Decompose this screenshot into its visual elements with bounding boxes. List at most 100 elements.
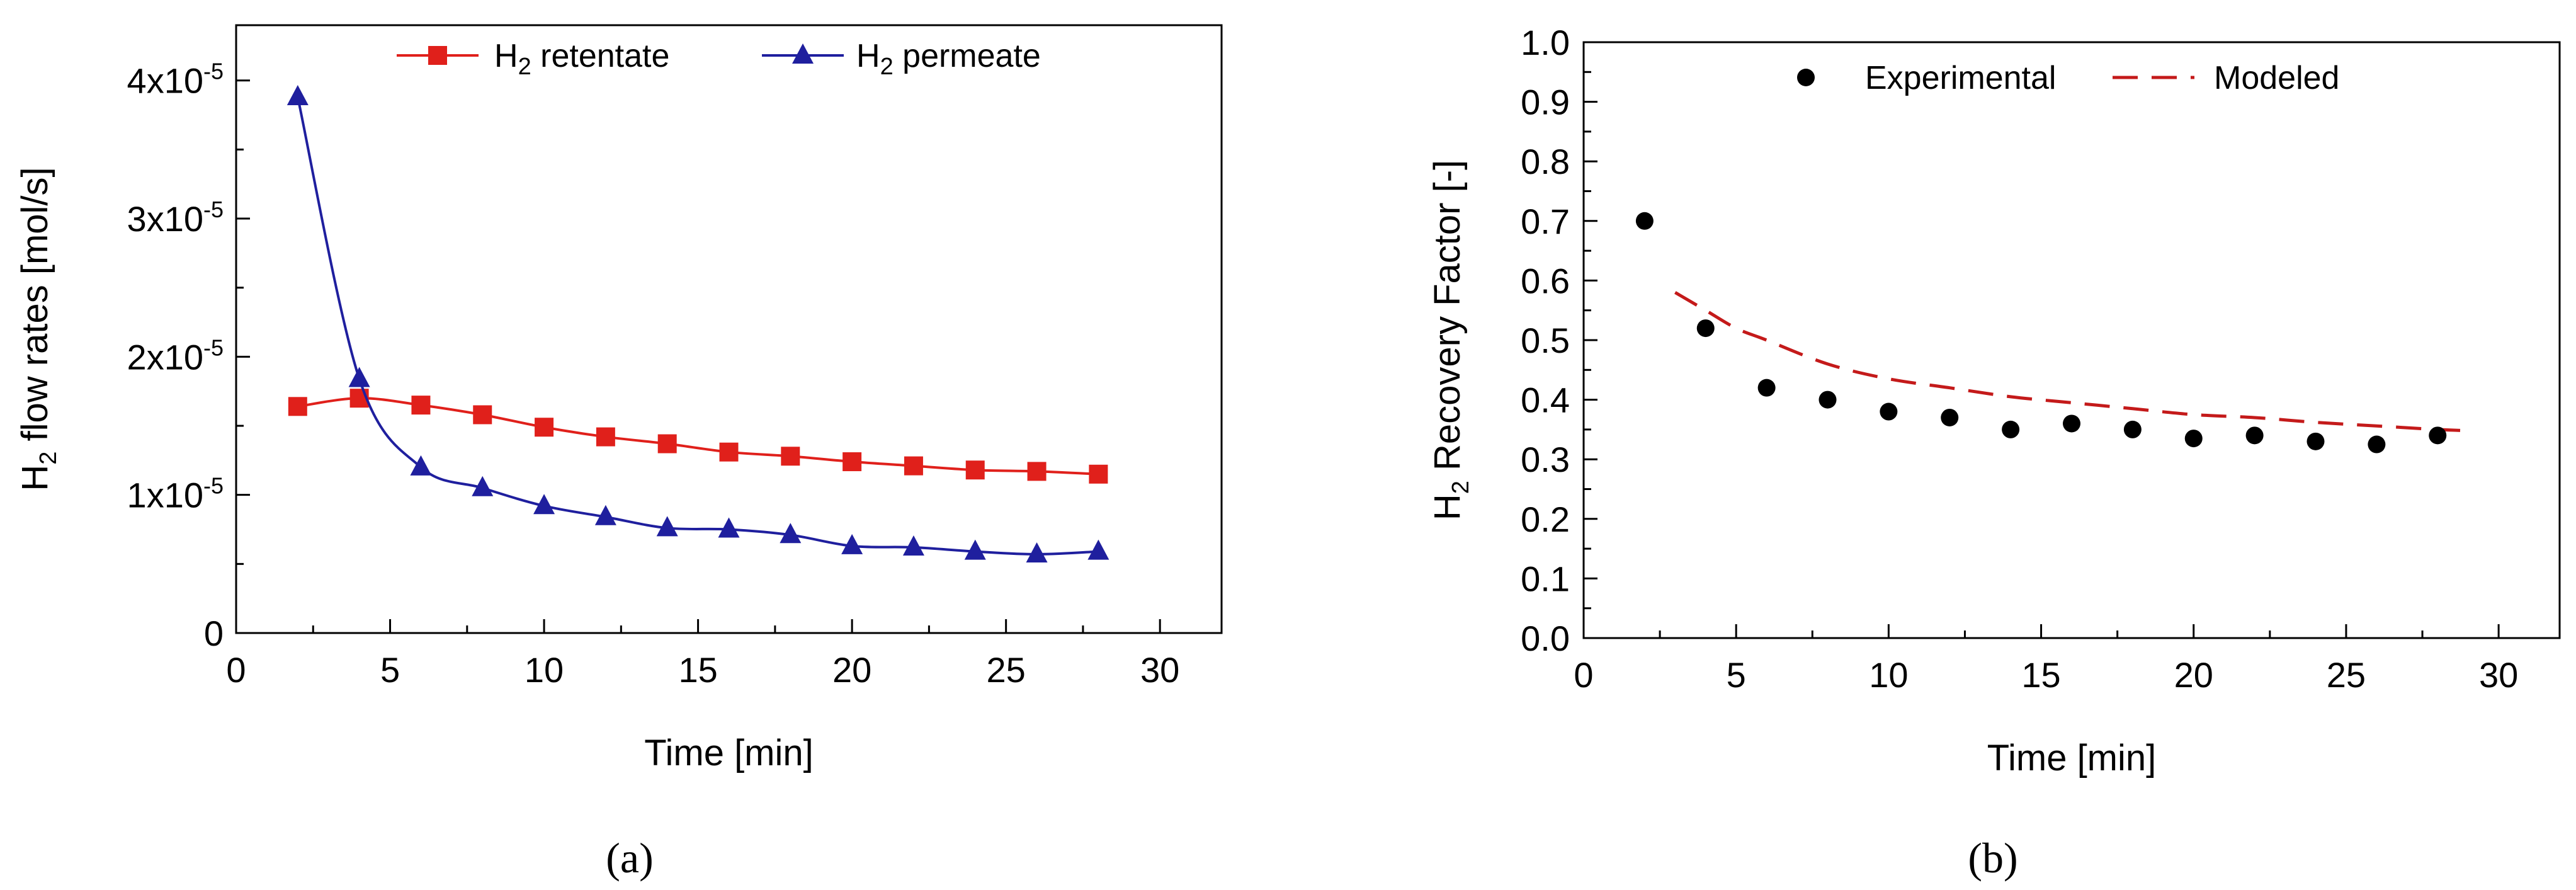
legend-marker-experimental bbox=[1797, 69, 1815, 86]
data-point-retentate bbox=[657, 434, 677, 454]
data-point-retentate bbox=[411, 396, 431, 415]
y-tick-label: 0.0 bbox=[1521, 619, 1570, 658]
panel-b-chart: 0 5 10 15 20 25 30 0.0 0.1 0.2 0.3 0.4 0.5 0.6 0.7 0.8 0… bbox=[1427, 23, 2561, 882]
legend-marker-permeate bbox=[792, 43, 814, 64]
x-tick-label: 20 bbox=[2174, 655, 2213, 695]
data-point-experimental bbox=[2002, 420, 2020, 438]
legend-label-experimental: Experimental bbox=[1865, 60, 2056, 96]
series-line-permeate bbox=[296, 96, 1099, 556]
data-point-permeate bbox=[718, 517, 740, 538]
plot-frame bbox=[1582, 41, 2561, 639]
y-tick-mantissa: 2x10 bbox=[127, 337, 203, 377]
y-tick-label: 0.5 bbox=[1521, 321, 1570, 360]
data-point-permeate bbox=[964, 539, 986, 560]
x-axis-title: Time [min] bbox=[1987, 738, 2157, 779]
x-tick-label: 10 bbox=[1869, 655, 1908, 695]
data-point-experimental bbox=[2063, 414, 2080, 433]
data-point-permeate bbox=[780, 523, 802, 544]
data-point-experimental bbox=[1635, 212, 1654, 230]
data-point-permeate bbox=[656, 516, 678, 537]
y-tick-label: 0.7 bbox=[1521, 202, 1570, 241]
x-tick-label: 20 bbox=[832, 650, 871, 690]
legend-label-prefix: H bbox=[494, 38, 518, 74]
x-tick-label: 15 bbox=[678, 650, 717, 690]
data-point-permeate bbox=[533, 494, 555, 515]
y-tick-label: 3x10-5 bbox=[127, 197, 224, 239]
data-point-retentate bbox=[535, 418, 554, 437]
x-axis-title: Time [min] bbox=[644, 733, 814, 773]
legend-label-subscript: 2 bbox=[880, 54, 894, 80]
x-tick-label: 30 bbox=[2479, 655, 2518, 695]
y-tick-label: 2x10-5 bbox=[127, 334, 224, 377]
data-point-retentate bbox=[1089, 464, 1108, 484]
x-tick-label: 0 bbox=[1574, 655, 1593, 695]
data-point-retentate bbox=[473, 405, 492, 425]
data-point-experimental bbox=[1819, 391, 1837, 409]
y-axis-title-main: flow rates [mol/s] bbox=[14, 167, 55, 451]
y-tick-exponent: -5 bbox=[203, 197, 224, 222]
data-point-experimental bbox=[2429, 426, 2447, 445]
y-tick-exponent: -5 bbox=[203, 473, 224, 499]
y-tick-label: 0.2 bbox=[1521, 499, 1570, 539]
legend-label-subscript: 2 bbox=[518, 54, 531, 80]
data-point-experimental bbox=[2368, 435, 2386, 454]
x-tick-label: 5 bbox=[380, 650, 400, 690]
data-point-experimental bbox=[2184, 430, 2203, 448]
y-tick-exponent: -5 bbox=[203, 59, 224, 84]
plot-frame bbox=[235, 24, 1223, 634]
legend-label-modeled: Modeled bbox=[2214, 60, 2339, 96]
legend-marker-retentate bbox=[428, 46, 447, 65]
data-point-retentate bbox=[904, 456, 923, 476]
x-tick-label: 30 bbox=[1140, 650, 1179, 690]
data-point-permeate bbox=[348, 367, 370, 387]
data-point-retentate bbox=[719, 442, 739, 462]
legend-label-retentate: H2 retentate bbox=[494, 38, 669, 80]
panel-a-chart: 0 5 10 15 20 25 3001x10-52x10-53x10-54x10-5Tim… bbox=[14, 24, 1223, 882]
data-point-experimental bbox=[1757, 379, 1776, 397]
data-point-experimental bbox=[2123, 420, 2142, 438]
y-tick-label: 1.0 bbox=[1521, 23, 1570, 62]
panel-label-b: (b) bbox=[1968, 834, 2017, 882]
y-tick-label: 4x10-5 bbox=[127, 59, 224, 101]
y-axis-title: H2 flow rates [mol/s] bbox=[14, 167, 62, 491]
y-tick-label: 0 bbox=[204, 613, 224, 653]
data-point-experimental bbox=[1696, 319, 1715, 338]
y-axis-title: H2 Recovery Factor [-] bbox=[1427, 160, 1474, 520]
data-point-retentate bbox=[288, 397, 307, 416]
data-point-permeate bbox=[1026, 542, 1048, 562]
y-tick-mantissa: 0 bbox=[204, 613, 224, 653]
x-tick-label: 10 bbox=[525, 650, 564, 690]
data-point-permeate bbox=[902, 535, 924, 556]
y-tick-label: 0.6 bbox=[1521, 261, 1570, 300]
y-tick-label: 1x10-5 bbox=[127, 473, 224, 515]
legend-label-prefix: H bbox=[856, 38, 880, 74]
y-tick-label: 0.9 bbox=[1521, 83, 1570, 122]
data-point-experimental bbox=[2245, 426, 2264, 445]
y-tick-label: 0.3 bbox=[1521, 440, 1570, 479]
data-point-permeate bbox=[287, 85, 309, 106]
panel-label-a: (a) bbox=[606, 834, 653, 882]
data-point-experimental bbox=[1880, 402, 1898, 421]
y-tick-exponent: -5 bbox=[203, 334, 224, 360]
y-axis-title-prefix: H bbox=[1427, 494, 1468, 520]
data-point-permeate bbox=[1087, 539, 1109, 560]
legend-label-name: permeate bbox=[894, 38, 1041, 74]
data-point-permeate bbox=[410, 455, 432, 476]
x-tick-label: 25 bbox=[987, 650, 1026, 690]
x-tick-label: 0 bbox=[226, 650, 246, 690]
y-axis-title-subscript: 2 bbox=[35, 452, 62, 465]
data-point-permeate bbox=[841, 533, 863, 554]
data-point-retentate bbox=[596, 427, 615, 447]
data-point-retentate bbox=[781, 447, 800, 466]
x-tick-label: 5 bbox=[1727, 655, 1746, 695]
data-point-retentate bbox=[965, 460, 985, 480]
y-axis-title-main: Recovery Factor [-] bbox=[1427, 160, 1468, 481]
x-tick-label: 15 bbox=[2021, 655, 2060, 695]
legend-label-permeate: H2 permeate bbox=[856, 38, 1041, 80]
y-tick-label: 0.4 bbox=[1521, 380, 1570, 420]
data-point-experimental bbox=[2306, 432, 2325, 450]
data-point-permeate bbox=[472, 476, 494, 496]
y-tick-label: 0.1 bbox=[1521, 559, 1570, 598]
x-tick-label: 25 bbox=[2327, 655, 2366, 695]
